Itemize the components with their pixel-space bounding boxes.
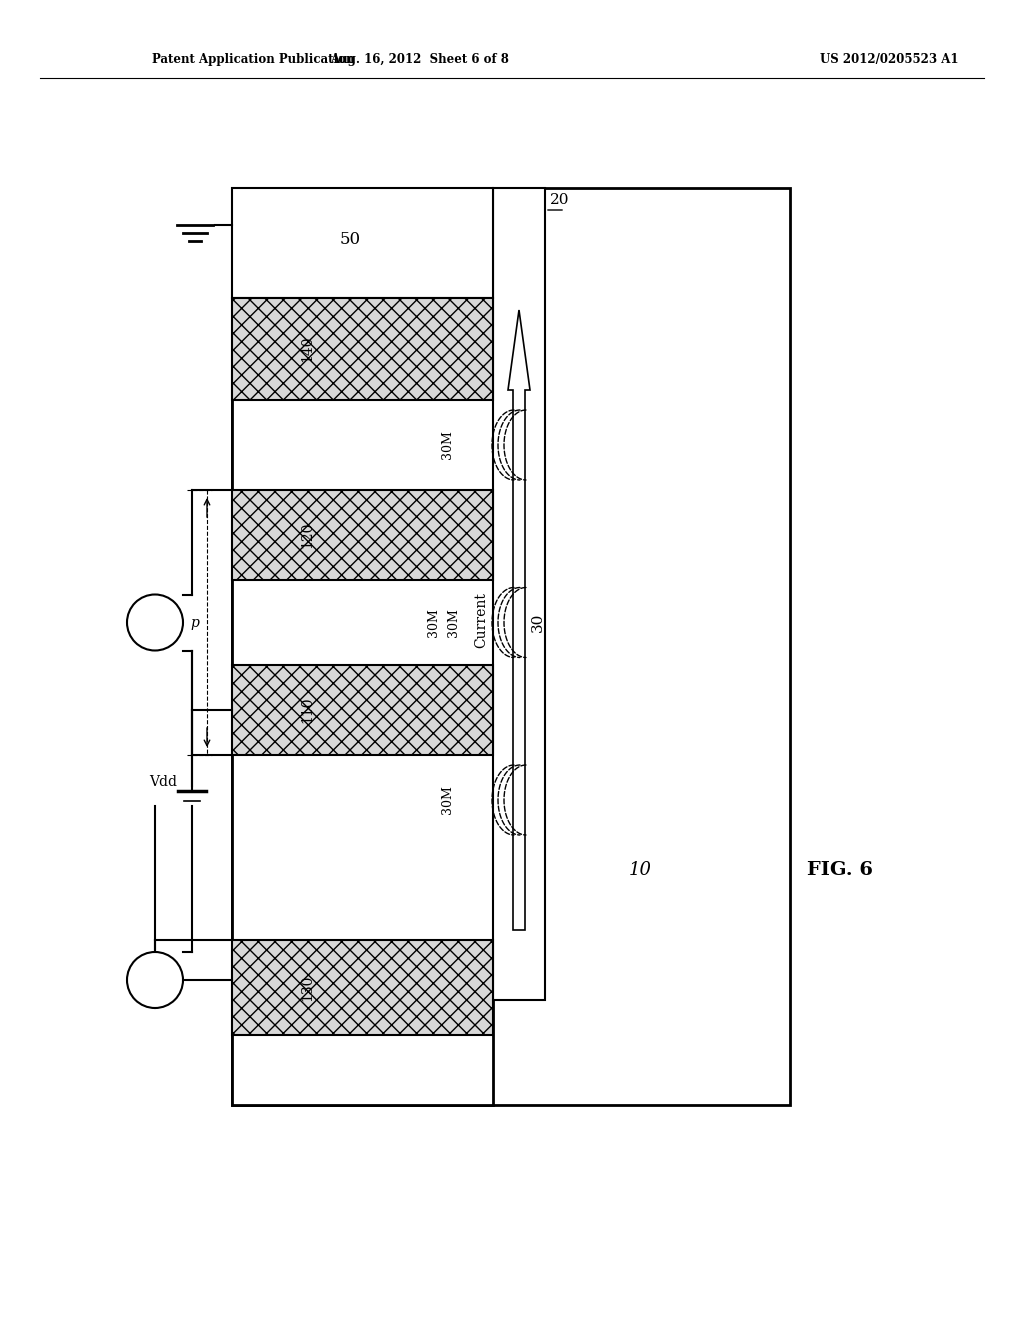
Text: 30M: 30M bbox=[427, 609, 439, 638]
Text: A: A bbox=[150, 973, 161, 987]
Text: 30M: 30M bbox=[446, 609, 460, 638]
Text: US 2012/0205523 A1: US 2012/0205523 A1 bbox=[820, 54, 958, 66]
Text: Vi: Vi bbox=[147, 615, 162, 630]
Text: 20: 20 bbox=[550, 193, 569, 207]
Text: Vdd: Vdd bbox=[150, 775, 177, 789]
Bar bbox=[232, 187, 493, 298]
Bar bbox=[493, 187, 545, 1001]
Text: Patent Application Publication: Patent Application Publication bbox=[152, 54, 354, 66]
Text: Aug. 16, 2012  Sheet 6 of 8: Aug. 16, 2012 Sheet 6 of 8 bbox=[331, 54, 509, 66]
Bar bbox=[232, 187, 493, 1105]
Bar bbox=[232, 187, 790, 1105]
Text: 30M: 30M bbox=[441, 785, 455, 814]
Bar bbox=[232, 298, 493, 400]
Text: 30M: 30M bbox=[441, 430, 455, 459]
Circle shape bbox=[127, 594, 183, 651]
Text: 140: 140 bbox=[300, 335, 314, 362]
Bar bbox=[232, 665, 493, 755]
Text: 120: 120 bbox=[300, 521, 314, 548]
Circle shape bbox=[127, 952, 183, 1008]
Text: 50: 50 bbox=[339, 231, 360, 248]
Text: FIG. 6: FIG. 6 bbox=[807, 861, 873, 879]
Bar bbox=[232, 940, 493, 1035]
Text: 130: 130 bbox=[300, 974, 314, 1001]
Text: 110: 110 bbox=[300, 697, 314, 723]
Bar bbox=[232, 490, 493, 579]
Text: Current: Current bbox=[474, 593, 488, 648]
Text: 30: 30 bbox=[531, 612, 545, 632]
Text: p: p bbox=[190, 615, 199, 630]
Text: 10: 10 bbox=[629, 861, 651, 879]
Polygon shape bbox=[508, 310, 530, 931]
